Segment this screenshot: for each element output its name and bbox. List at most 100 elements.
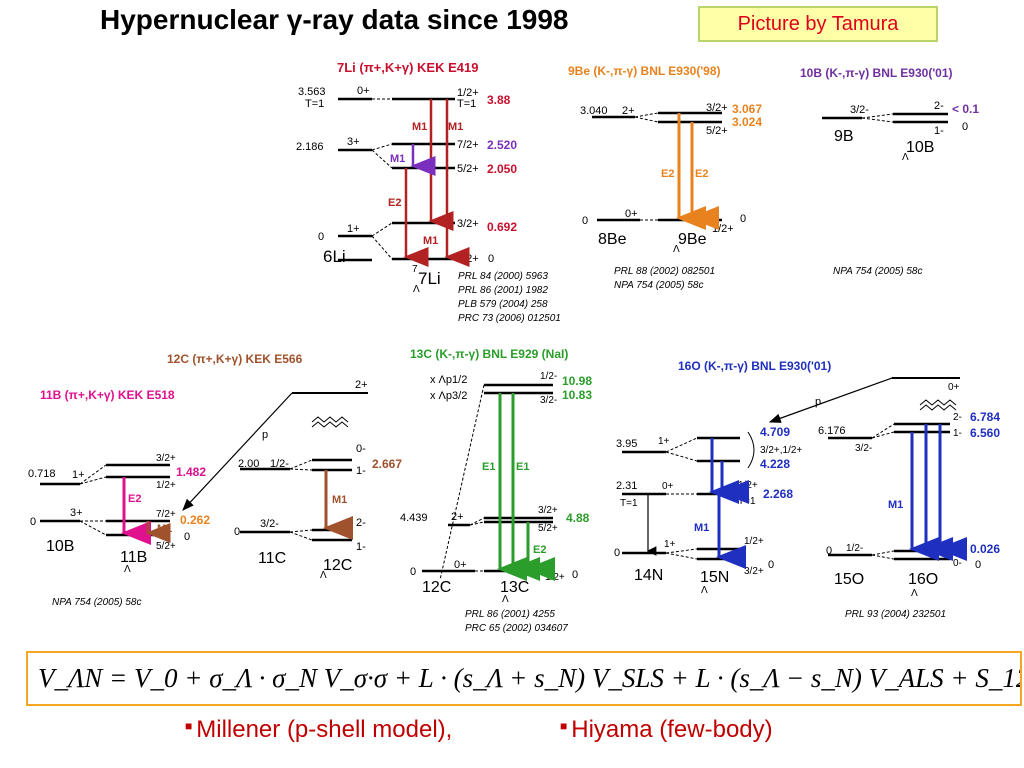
svg-text:E2: E2 [388,197,401,209]
svg-text:0: 0 [768,559,774,571]
svg-text:E2: E2 [661,168,674,180]
svg-text:0+: 0+ [357,85,370,97]
svg-text:2-: 2- [953,412,962,423]
footer-reference-millener: ■ Millener (p-shell model), [185,716,453,743]
svg-text:Λ: Λ [902,152,909,163]
svg-text:0.718: 0.718 [28,468,56,480]
svg-text:0: 0 [740,213,746,225]
svg-text:0: 0 [826,545,832,557]
svg-text:Λ: Λ [911,588,918,599]
be9-hyp-label: 9Be [678,231,707,248]
li7-hyp-label: 7Li [418,269,441,288]
be8-nucleus-label: 8Be [598,231,627,248]
svg-text:0: 0 [614,547,620,559]
svg-text:3/2-: 3/2- [850,104,869,116]
svg-text:Λ: Λ [320,570,327,581]
svg-text:1/2-: 1/2- [540,371,557,382]
svg-text:0.262: 0.262 [180,513,210,527]
svg-text:1/2+: 1/2+ [545,572,565,583]
svg-text:2.520: 2.520 [487,138,517,152]
svg-text:1/2+: 1/2+ [712,223,734,235]
svg-text:Λ: Λ [701,585,708,596]
svg-text:NPA 754 (2005) 58c: NPA 754 (2005) 58c [833,266,923,277]
svg-text:5/2+: 5/2+ [706,125,728,137]
svg-text:0: 0 [488,253,494,265]
credit-badge: Picture by Tamura [698,6,938,42]
potential-equation-box: V_ΛN = V_0 + σ_Λ · σ_N V_σ·σ + L · (s_Λ … [26,651,1022,706]
svg-text:M1: M1 [888,499,903,511]
svg-text:1.482: 1.482 [176,465,206,479]
svg-text:6.176: 6.176 [818,425,846,437]
svg-text:1-: 1- [356,465,366,477]
panel-o16: 16O (K-,π-γ) BNL E930('01) 3.95 1+ 2.31 … [614,359,1000,620]
svg-text:Λ: Λ [673,244,680,255]
svg-text:x Λp3/2: x Λp3/2 [430,390,467,402]
svg-text:0-: 0- [356,443,366,455]
svg-text:1/2+: 1/2+ [457,87,479,99]
svg-text:3/2-: 3/2- [540,395,557,406]
svg-text:3.024: 3.024 [732,115,762,129]
svg-text:Λ: Λ [413,284,420,295]
svg-text:PRC 65 (2002) 034607: PRC 65 (2002) 034607 [465,623,568,634]
svg-text:T=1: T=1 [620,498,638,509]
svg-text:5/2+: 5/2+ [457,163,479,175]
o15-nucleus-label: 15O [834,571,864,588]
b11-hyp-label: 11B [120,549,147,566]
svg-text:1-: 1- [953,428,962,439]
svg-text:2+: 2+ [622,105,635,117]
svg-text:NPA 754 (2005) 58c: NPA 754 (2005) 58c [614,280,704,291]
svg-text:0: 0 [582,215,588,227]
svg-text:3.563: 3.563 [298,86,326,98]
svg-text:2.050: 2.050 [487,162,517,176]
svg-text:1-: 1- [356,541,366,553]
svg-text:E2: E2 [128,493,141,505]
svg-text:6.784: 6.784 [970,410,1000,424]
svg-text:E2: E2 [533,544,546,556]
b11-title: 11B (π+,K+γ) KEK E518 [40,388,175,402]
svg-text:7: 7 [412,264,418,275]
svg-text:PRL 93 (2004) 232501: PRL 93 (2004) 232501 [845,609,946,620]
svg-text:1+: 1+ [664,539,676,550]
svg-text:0: 0 [572,569,578,581]
svg-text:M1: M1 [332,494,347,506]
svg-text:M1: M1 [390,153,405,165]
panel-b11: 11B (π+,K+γ) KEK E518 0.718 1+ 0 3+ 10B … [28,388,210,608]
svg-text:PRC 73 (2006) 012501: PRC 73 (2006) 012501 [458,313,561,324]
svg-text:E1: E1 [482,461,495,473]
c12-core-label: 12C [422,579,451,596]
b9-nucleus-label: 9B [834,128,854,145]
c12-title: 12C (π+,K+γ) KEK E566 [167,352,303,366]
svg-text:PRL 86 (2001) 1982: PRL 86 (2001) 1982 [458,285,548,296]
n15-hyp-label: 15N [700,569,729,586]
svg-text:2+: 2+ [451,511,464,523]
svg-text:< 0.1: < 0.1 [952,102,979,116]
svg-text:T=1: T=1 [457,98,476,110]
svg-text:PRL 84 (2000) 5963: PRL 84 (2000) 5963 [458,271,548,282]
svg-text:3/2+,1/2+: 3/2+,1/2+ [760,445,802,456]
svg-text:0+: 0+ [625,208,638,220]
svg-text:1/2-: 1/2- [270,458,289,470]
bullet-icon: ■ [185,719,193,733]
li6-nucleus-label: 6Li [323,247,346,266]
svg-text:3/2-: 3/2- [855,443,872,454]
svg-text:Λ: Λ [502,594,509,605]
svg-text:1/2+: 1/2+ [457,253,479,265]
c13-title: 13C (K-,π-γ) BNL E929 (NaI) [410,347,568,361]
svg-text:0-: 0- [953,558,962,569]
svg-text:T=1: T=1 [305,98,324,110]
svg-text:4.228: 4.228 [760,457,790,471]
panel-be9: 9Be (K-,π-γ) BNL E930('98) 3.040 2+ 0 0+… [568,64,762,291]
svg-text:1-: 1- [953,544,962,555]
svg-text:5/2+: 5/2+ [538,523,558,534]
svg-text:3.88: 3.88 [487,93,511,107]
svg-text:10.83: 10.83 [562,388,592,402]
svg-text:PLB 579 (2004) 258: PLB 579 (2004) 258 [458,299,548,310]
svg-text:0.692: 0.692 [487,220,517,234]
svg-text:5/2+: 5/2+ [156,541,176,552]
svg-text:2-: 2- [934,100,944,112]
svg-text:M1: M1 [694,522,709,534]
svg-text:3+: 3+ [70,507,83,519]
svg-text:0: 0 [30,516,36,528]
svg-text:PRL 88 (2002) 082501: PRL 88 (2002) 082501 [614,266,715,277]
svg-text:2.186: 2.186 [296,141,324,153]
